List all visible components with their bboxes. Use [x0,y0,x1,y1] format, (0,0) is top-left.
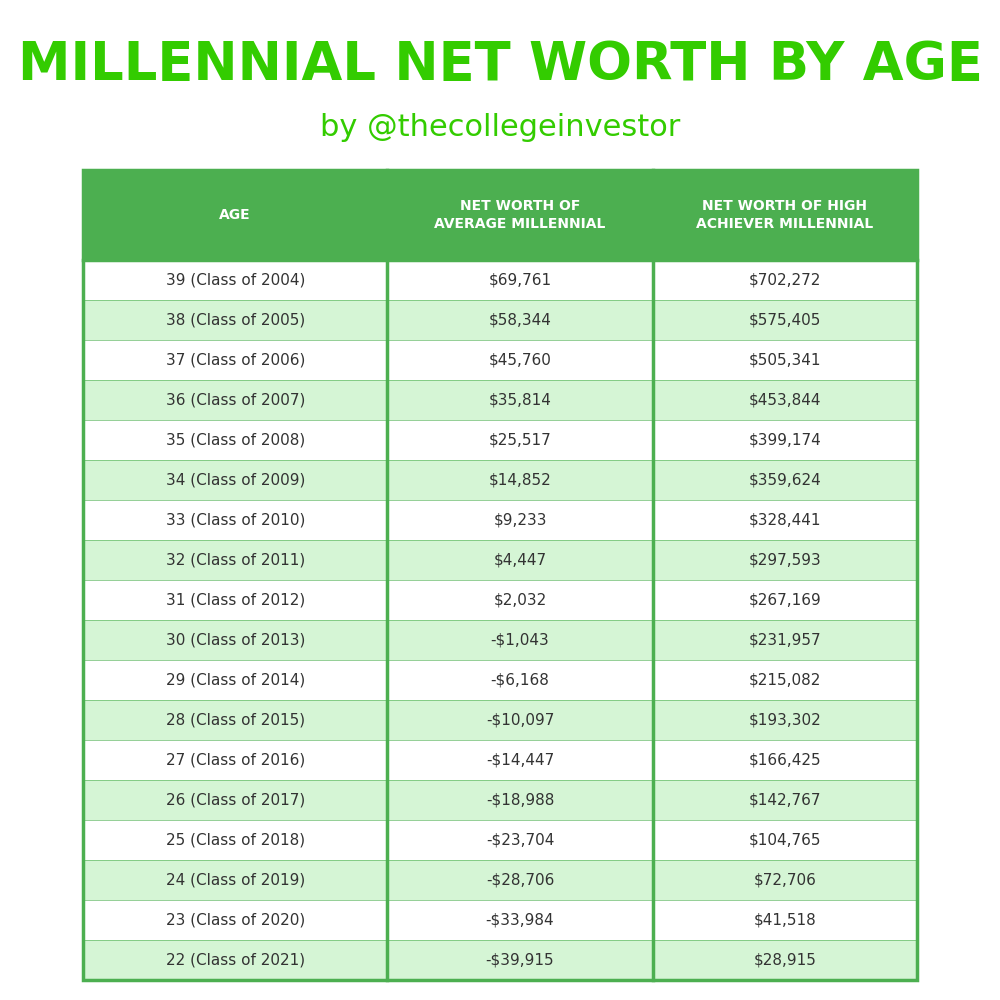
Text: $231,957: $231,957 [748,633,821,648]
Bar [83,860,917,900]
Text: 28 (Class of 2015): 28 (Class of 2015) [166,712,305,728]
Bar [83,540,917,580]
Text: -$10,097: -$10,097 [486,712,554,728]
Text: -$18,988: -$18,988 [486,793,554,808]
Text: -$14,447: -$14,447 [486,752,554,768]
Text: 37 (Class of 2006): 37 (Class of 2006) [166,353,305,367]
Bar [83,620,917,660]
Text: AGE: AGE [219,208,251,222]
Text: MILLENNIAL NET WORTH BY AGE: MILLENNIAL NET WORTH BY AGE [18,39,982,91]
Text: -$33,984: -$33,984 [486,913,554,928]
Text: 22 (Class of 2021): 22 (Class of 2021) [166,952,305,968]
Text: $72,706: $72,706 [753,872,816,888]
Text: 35 (Class of 2008): 35 (Class of 2008) [166,433,305,448]
Text: 30 (Class of 2013): 30 (Class of 2013) [166,633,305,648]
Text: 31 (Class of 2012): 31 (Class of 2012) [166,592,305,607]
Bar [83,580,917,620]
Text: $267,169: $267,169 [748,592,821,607]
Bar [83,300,917,340]
Text: -$1,043: -$1,043 [491,633,549,648]
Text: $14,852: $14,852 [489,473,551,488]
Text: 33 (Class of 2010): 33 (Class of 2010) [166,512,305,528]
Text: 34 (Class of 2009): 34 (Class of 2009) [166,473,305,488]
Bar [83,780,917,820]
Text: -$28,706: -$28,706 [486,872,554,888]
Text: 39 (Class of 2004): 39 (Class of 2004) [166,272,305,288]
Bar [83,740,917,780]
Text: 27 (Class of 2016): 27 (Class of 2016) [166,752,305,768]
Text: NET WORTH OF HIGH
ACHIEVER MILLENNIAL: NET WORTH OF HIGH ACHIEVER MILLENNIAL [696,199,873,231]
Text: 24 (Class of 2019): 24 (Class of 2019) [166,872,305,888]
Bar [83,340,917,380]
Text: 29 (Class of 2014): 29 (Class of 2014) [166,673,305,688]
Text: $45,760: $45,760 [489,353,551,367]
Text: NET WORTH OF
AVERAGE MILLENNIAL: NET WORTH OF AVERAGE MILLENNIAL [434,199,606,231]
Bar [83,900,917,940]
Text: 25 (Class of 2018): 25 (Class of 2018) [166,832,305,848]
Bar [83,460,917,500]
Text: $9,233: $9,233 [493,512,547,528]
Text: $575,405: $575,405 [749,313,821,328]
Text: 23 (Class of 2020): 23 (Class of 2020) [166,913,305,928]
Text: $142,767: $142,767 [749,793,821,808]
Text: $359,624: $359,624 [748,473,821,488]
Text: 26 (Class of 2017): 26 (Class of 2017) [166,793,305,808]
Text: -$39,915: -$39,915 [486,952,554,968]
Text: 32 (Class of 2011): 32 (Class of 2011) [166,552,305,568]
Text: -$6,168: -$6,168 [491,673,549,688]
Text: $297,593: $297,593 [748,552,821,568]
Text: $2,032: $2,032 [493,592,547,607]
Bar [83,380,917,420]
Bar [83,260,917,300]
Text: $35,814: $35,814 [489,392,551,408]
Text: $41,518: $41,518 [753,913,816,928]
Text: $25,517: $25,517 [489,433,551,448]
Text: $399,174: $399,174 [748,433,821,448]
Text: $4,447: $4,447 [493,552,547,568]
Text: 36 (Class of 2007): 36 (Class of 2007) [166,392,305,408]
Text: $166,425: $166,425 [748,752,821,768]
Text: $58,344: $58,344 [489,313,551,328]
Text: $702,272: $702,272 [749,272,821,288]
Text: $69,761: $69,761 [488,272,552,288]
Text: by @thecollegeinvestor: by @thecollegeinvestor [320,112,680,141]
Bar [83,170,917,260]
Bar [83,420,917,460]
Text: $215,082: $215,082 [749,673,821,688]
Text: $193,302: $193,302 [748,712,821,728]
Bar [83,940,917,980]
Bar [83,500,917,540]
Text: $104,765: $104,765 [749,832,821,848]
Text: $453,844: $453,844 [749,392,821,408]
Text: $28,915: $28,915 [753,952,816,968]
Text: $328,441: $328,441 [749,512,821,528]
Bar [83,660,917,700]
Text: 38 (Class of 2005): 38 (Class of 2005) [166,313,305,328]
Bar [83,700,917,740]
Bar [83,170,917,980]
Bar [83,820,917,860]
Text: $505,341: $505,341 [749,353,821,367]
Text: -$23,704: -$23,704 [486,832,554,848]
